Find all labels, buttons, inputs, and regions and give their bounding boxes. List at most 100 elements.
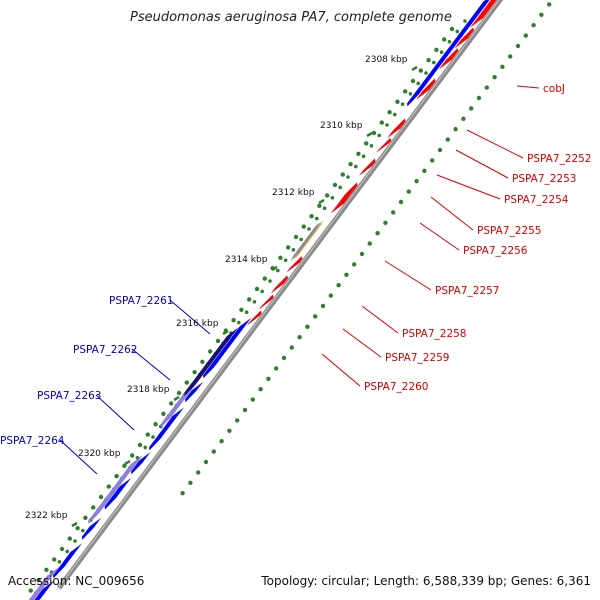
forward-gene-arrow[interactable] bbox=[292, 220, 324, 260]
forward-gene-arrow[interactable] bbox=[469, 0, 504, 28]
gene-leader-line bbox=[430, 196, 474, 231]
minor-tick-dot bbox=[531, 23, 536, 28]
forward-gene-arrow[interactable] bbox=[438, 47, 459, 70]
gene-label[interactable]: PSPA7_2258 bbox=[402, 328, 467, 340]
minor-tick-dot bbox=[252, 300, 257, 304]
forward-gene-arrow[interactable] bbox=[286, 255, 303, 273]
minor-tick-dot bbox=[237, 320, 241, 325]
gene-leader-line bbox=[342, 328, 382, 358]
kbp-tick-label: 2320 kbp bbox=[78, 449, 121, 459]
forward-gene-arrow[interactable] bbox=[454, 27, 475, 49]
reverse-gene-arrow[interactable] bbox=[29, 580, 55, 600]
reverse-gene-arrow[interactable] bbox=[104, 477, 132, 511]
minor-tick-dot bbox=[383, 220, 388, 225]
reverse-gene-arrow[interactable] bbox=[184, 381, 204, 403]
minor-tick-dot bbox=[410, 78, 416, 84]
kbp-tick-mark bbox=[411, 65, 418, 72]
minor-tick-dot bbox=[227, 428, 232, 433]
minor-tick-dot bbox=[325, 193, 330, 198]
minor-tick-dot bbox=[83, 515, 88, 520]
gene-label[interactable]: PSPA7_2262 bbox=[73, 344, 138, 356]
reverse-gene-arrow[interactable] bbox=[130, 452, 151, 475]
minor-tick-dot bbox=[439, 50, 444, 54]
gene-leader-line bbox=[384, 260, 432, 291]
forward-gene-arrow[interactable] bbox=[358, 158, 376, 176]
gene-label[interactable]: PSPA7_2256 bbox=[463, 245, 528, 257]
minor-tick-dot bbox=[260, 289, 265, 294]
gene-label[interactable]: PSPA7_2264 bbox=[0, 435, 65, 447]
minor-tick-dot bbox=[313, 314, 318, 319]
reverse-gene-arrow[interactable] bbox=[406, 0, 494, 107]
kbp-tick-label: 2316 kbp bbox=[176, 319, 219, 329]
kbp-tick-mark bbox=[222, 329, 229, 336]
minor-tick-dot bbox=[332, 182, 338, 188]
kbp-tick-label: 2310 kbp bbox=[320, 121, 363, 131]
forward-gene-arrow[interactable] bbox=[270, 275, 289, 294]
gene-leader-line bbox=[321, 353, 361, 387]
forward-gene-arrow[interactable] bbox=[415, 78, 436, 100]
reverse-gene-arrow[interactable] bbox=[148, 407, 185, 451]
gene-label[interactable]: PSPA7_2259 bbox=[385, 352, 450, 364]
minor-tick-dot bbox=[463, 19, 467, 23]
minor-tick-dot bbox=[359, 251, 365, 257]
minor-tick-dot bbox=[242, 407, 248, 413]
minor-tick-dot bbox=[274, 366, 279, 371]
gene-leader-line bbox=[466, 129, 524, 159]
minor-tick-dot bbox=[235, 418, 240, 423]
minor-tick-dot bbox=[130, 453, 135, 458]
forward-gene-arrow[interactable] bbox=[330, 182, 358, 214]
kbp-ruler: 2308 kbp 2310 kbp 2312 kbp 2314 kbp 2316 kbp… bbox=[25, 55, 418, 528]
gene-label[interactable]: PSPA7_2257 bbox=[435, 285, 500, 297]
minor-tick-dot bbox=[297, 335, 302, 340]
gene-label[interactable]: PSPA7_2253 bbox=[512, 173, 577, 185]
minor-tick-dot bbox=[106, 484, 112, 489]
gene-leader-line bbox=[59, 439, 98, 475]
genome-title: Pseudomonas aeruginosa PA7, complete gen… bbox=[130, 10, 452, 25]
minor-tick-dot bbox=[151, 435, 155, 439]
gene-label[interactable]: PSPA7_2260 bbox=[364, 381, 429, 393]
reverse-gene-arrow[interactable] bbox=[22, 567, 59, 600]
minor-tick-dot bbox=[215, 338, 221, 344]
reverse-gene-arrow[interactable] bbox=[81, 517, 102, 541]
minor-tick-dot bbox=[328, 293, 333, 298]
forward-gene-arrow[interactable] bbox=[376, 137, 392, 153]
kbp-tick-label: 2312 kbp bbox=[272, 188, 315, 198]
gene-label[interactable]: PSPA7_2263 bbox=[37, 390, 102, 402]
reverse-gene-arrow[interactable] bbox=[290, 222, 321, 262]
minor-tick-dot bbox=[286, 245, 291, 250]
minor-tick-dot bbox=[539, 12, 544, 17]
gene-label[interactable]: PSPA7_2252 bbox=[527, 153, 592, 165]
reverse-gene-arrow[interactable] bbox=[202, 317, 252, 379]
genome-backbone bbox=[57, 0, 504, 590]
forward-gene-arrow[interactable] bbox=[387, 118, 406, 139]
minor-tick-dot bbox=[309, 214, 314, 219]
gene-label[interactable]: PSPA7_2255 bbox=[477, 225, 542, 237]
minor-tick-dot bbox=[437, 147, 443, 153]
gene-leader-line bbox=[516, 85, 540, 89]
kbp-tick-mark bbox=[271, 265, 278, 272]
reverse-gene-arrow[interactable] bbox=[184, 327, 239, 397]
reverse-gene-arrow[interactable] bbox=[88, 455, 143, 525]
minor-tick-dot bbox=[476, 95, 482, 101]
minor-tick-dot bbox=[356, 151, 361, 156]
kbp-tick-label: 2318 kbp bbox=[127, 385, 170, 395]
minor-tick-dot bbox=[161, 411, 166, 416]
minor-tick-dot bbox=[406, 189, 411, 194]
minor-tick-dot bbox=[36, 578, 41, 583]
minor-tick-dot bbox=[369, 144, 374, 148]
forward-gene-arrow[interactable] bbox=[258, 294, 274, 310]
kbp-tick-mark bbox=[124, 459, 131, 466]
minor-tick-dot bbox=[247, 297, 252, 302]
minor-tick-dot bbox=[416, 81, 421, 86]
gene-label[interactable]: cobJ bbox=[543, 83, 565, 95]
minor-tick-dot bbox=[500, 64, 505, 70]
minor-tick-dot bbox=[98, 494, 104, 500]
minor-tick-dot bbox=[408, 92, 413, 96]
reverse-gene-arrow[interactable] bbox=[52, 543, 83, 579]
forward-gene-arrow[interactable] bbox=[246, 310, 262, 326]
minor-tick-dot bbox=[203, 459, 209, 465]
gene-label[interactable]: PSPA7_2254 bbox=[504, 194, 569, 206]
gene-label[interactable]: PSPA7_2261 bbox=[109, 295, 174, 307]
minor-tick-dot bbox=[430, 158, 435, 163]
minor-tick-dot bbox=[426, 58, 431, 63]
